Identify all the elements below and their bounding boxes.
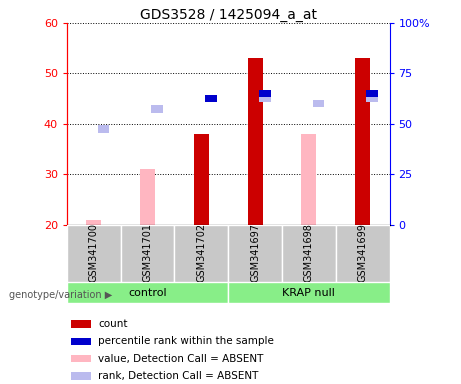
Bar [67, 282, 228, 303]
Bar [174, 225, 228, 282]
Text: GSM341702: GSM341702 [196, 223, 207, 282]
Bar [67, 225, 121, 282]
Text: GSM341699: GSM341699 [358, 223, 368, 282]
Bar [248, 58, 263, 225]
Text: GSM341697: GSM341697 [250, 223, 260, 282]
Text: rank, Detection Call = ABSENT: rank, Detection Call = ABSENT [98, 371, 259, 381]
Bar [140, 169, 155, 225]
Bar [205, 95, 217, 103]
Bar [228, 282, 390, 303]
Bar [336, 225, 390, 282]
Bar [355, 58, 370, 225]
Bar [228, 225, 282, 282]
Text: percentile rank within the sample: percentile rank within the sample [98, 336, 274, 346]
Bar [259, 90, 271, 98]
Bar [151, 105, 163, 113]
Text: count: count [98, 319, 128, 329]
Bar [71, 320, 91, 328]
Text: value, Detection Call = ABSENT: value, Detection Call = ABSENT [98, 354, 264, 364]
Bar [366, 90, 378, 98]
Text: control: control [128, 288, 167, 298]
Bar [71, 338, 91, 345]
Bar [97, 125, 109, 132]
Bar [121, 225, 174, 282]
Text: genotype/variation ▶: genotype/variation ▶ [9, 290, 112, 300]
Bar [71, 355, 91, 362]
Bar [259, 95, 271, 103]
Bar [366, 95, 378, 103]
Bar [86, 220, 101, 225]
Text: GSM341700: GSM341700 [89, 223, 99, 282]
Text: GSM341698: GSM341698 [304, 223, 314, 282]
Bar [71, 372, 91, 379]
Title: GDS3528 / 1425094_a_at: GDS3528 / 1425094_a_at [140, 8, 317, 22]
Text: GSM341701: GSM341701 [142, 223, 153, 282]
Text: KRAP null: KRAP null [283, 288, 335, 298]
Bar [301, 134, 316, 225]
Bar [194, 134, 209, 225]
Bar [313, 100, 325, 108]
Bar [282, 225, 336, 282]
